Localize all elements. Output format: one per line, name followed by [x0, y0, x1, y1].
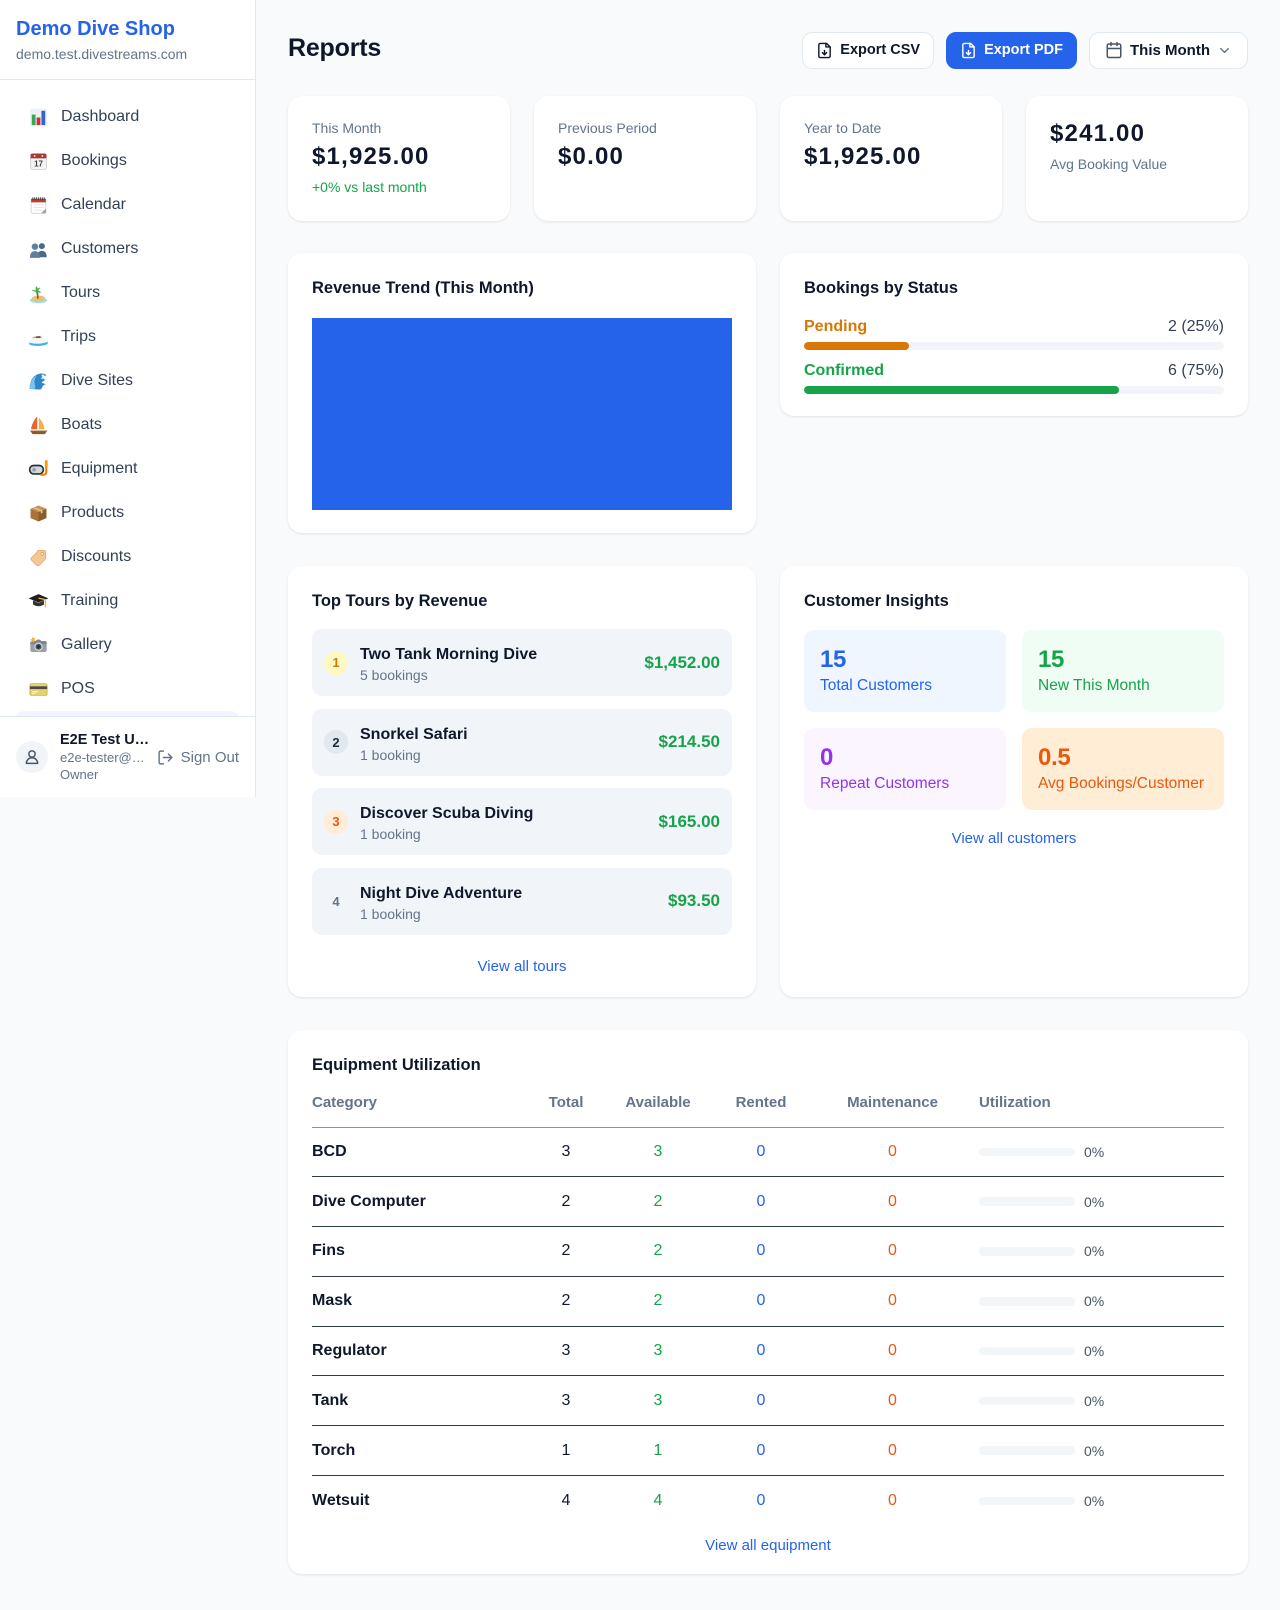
svg-text:17: 17	[34, 159, 43, 168]
